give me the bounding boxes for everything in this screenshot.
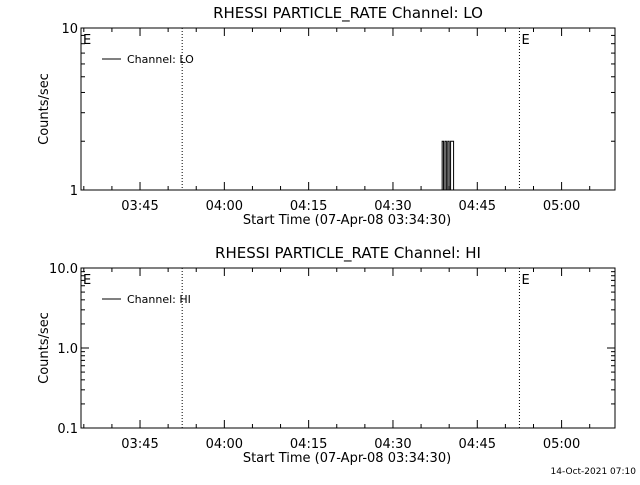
chart-title: RHESSI PARTICLE_RATE Channel: LO [213, 4, 483, 23]
y-tick-label: 10 [61, 22, 78, 37]
chart-title: RHESSI PARTICLE_RATE Channel: HI [215, 244, 481, 263]
marker-label: E [521, 33, 529, 48]
footer-timestamp: 14-Oct-2021 07:10 [551, 467, 637, 477]
y-tick-label: 10.0 [49, 262, 78, 277]
x-axis-label: Start Time (07-Apr-08 03:34:30) [243, 213, 451, 228]
x-tick-label: 03:45 [121, 199, 158, 214]
y-axis-label: Counts/sec [37, 73, 52, 145]
y-tick-label: 0.1 [57, 422, 78, 437]
y-tick-label: 1 [70, 184, 78, 199]
x-tick-label: 04:15 [290, 437, 327, 452]
legend-label: Channel: HI [127, 293, 191, 306]
x-tick-label: 05:00 [543, 199, 580, 214]
x-tick-label: 04:45 [459, 437, 496, 452]
y-axis-label: Counts/sec [37, 312, 52, 384]
x-tick-label: 03:45 [121, 437, 158, 452]
x-tick-label: 04:30 [374, 437, 411, 452]
x-tick-label: 04:45 [459, 199, 496, 214]
marker-label: E [521, 273, 529, 288]
x-axis-label: Start Time (07-Apr-08 03:34:30) [243, 451, 451, 466]
plot-frame [81, 268, 615, 428]
legend-label: Channel: LO [127, 53, 194, 66]
marker-label: E [83, 33, 91, 48]
y-tick-label: 1.0 [57, 342, 78, 357]
x-tick-label: 05:00 [543, 437, 580, 452]
series-line [441, 141, 454, 190]
x-tick-label: 04:15 [290, 199, 327, 214]
x-tick-label: 04:00 [206, 199, 243, 214]
x-tick-label: 04:30 [374, 199, 411, 214]
x-tick-label: 04:00 [206, 437, 243, 452]
marker-label: E [83, 273, 91, 288]
